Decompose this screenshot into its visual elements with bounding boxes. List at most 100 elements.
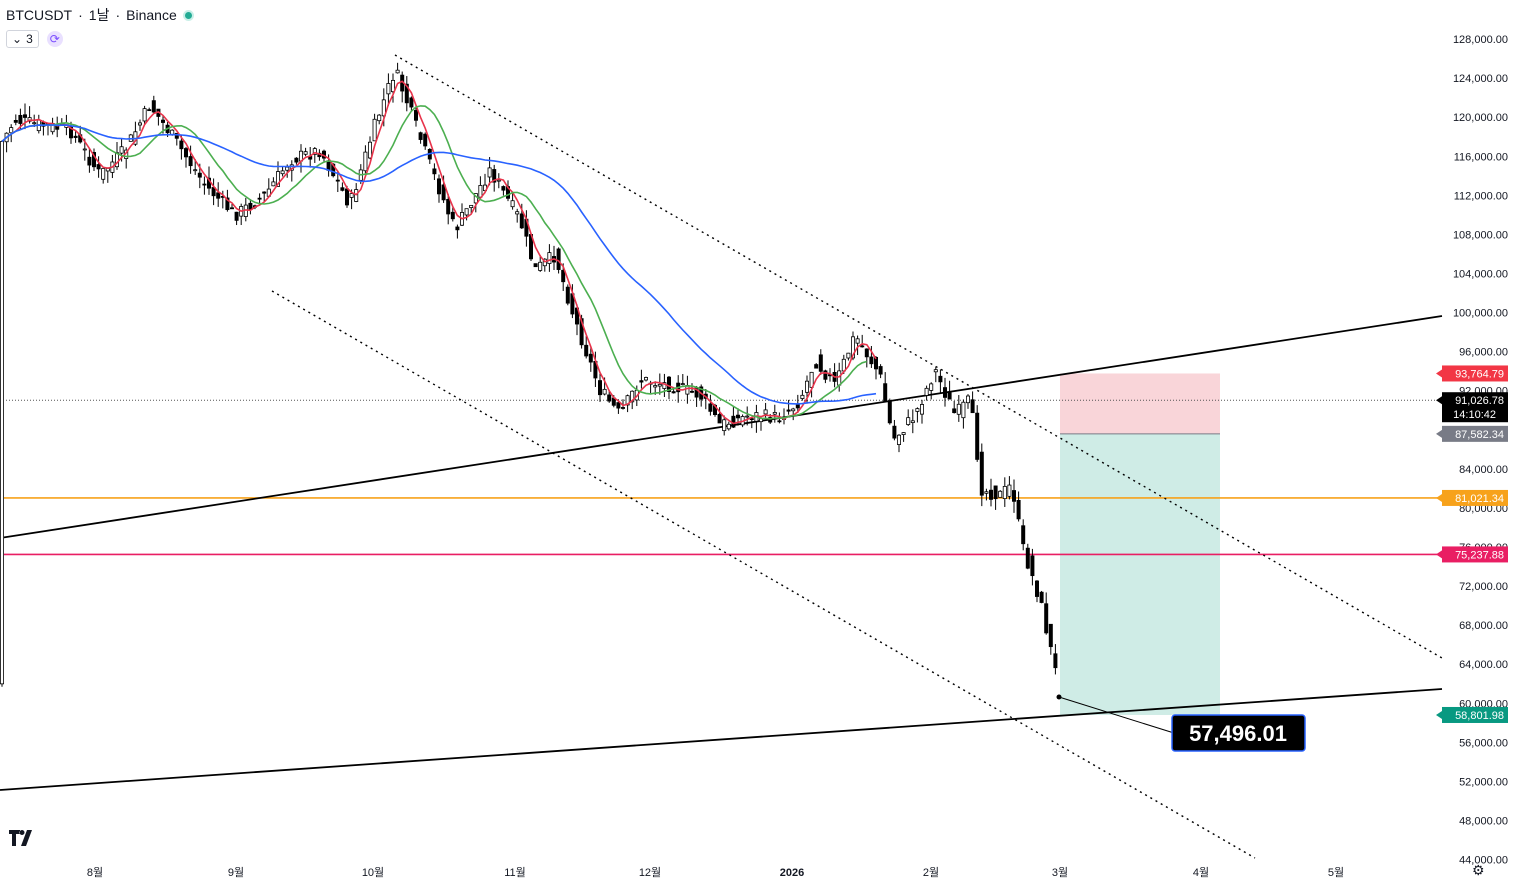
risk-zone [1060,373,1220,434]
stop-price-label: 93,764.79 [1455,368,1504,380]
price-tick-label: 72,000.00 [1459,581,1508,593]
time-tick-label: 9월 [228,866,244,879]
candle-body [860,345,865,348]
price-axis[interactable]: 128,000.00 124,000.00 120,000.00 116,000.00… [1453,34,1508,866]
price-tick-label: 100,000.00 [1453,308,1508,320]
candle-body [933,369,938,373]
candle-body [409,97,414,108]
candle-body [814,364,819,369]
candle-body [363,151,368,172]
entry-price-label: 87,582.34 [1455,429,1504,441]
candle-body [92,152,97,168]
candle-body [938,375,943,383]
candle-body [147,109,152,112]
candle-body [464,208,469,216]
ma-slow-line [1,124,877,405]
candle-body [197,172,202,178]
channel-upper-line [394,54,1443,659]
candle-body [174,132,179,139]
price-tick-label: 120,000.00 [1453,112,1508,124]
time-tick-label: 2026 [780,867,804,879]
candle-body [229,207,234,210]
ma-mid-line [1,105,868,420]
candle-body [565,286,570,304]
candle-body [262,191,267,194]
candle-body [377,114,382,122]
candles [0,62,1058,687]
time-axis[interactable]: 8월 9월 10월 11월 12월 2026 2월 3월 4월 5월 [87,866,1344,879]
time-tick-label: 4월 [1193,866,1209,879]
time-tick-label: 8월 [87,866,103,879]
interval-label[interactable]: 1날 [88,7,110,23]
candle-body [588,353,593,363]
candle-body [772,412,777,415]
candle-body [455,226,460,231]
candle-body [795,404,800,409]
candle-body [763,409,768,415]
candle-body [864,348,869,358]
candle-body [418,132,423,140]
candle-body [966,395,971,404]
candle-body [87,156,92,166]
candle-body [731,415,736,428]
candle-body [630,390,635,403]
candle-body [202,183,207,186]
header-separator: · [78,7,83,23]
candle-body [952,408,957,414]
price-tick-label: 44,000.00 [1459,855,1508,867]
candle-body [510,200,515,208]
time-tick-label: 10월 [362,866,384,879]
candle-body [598,380,603,396]
candle-body [1048,623,1053,648]
last-price-label: 91,026.78 [1455,395,1504,407]
candle-body [883,383,888,402]
candle-body [216,192,221,199]
sync-icon[interactable]: ⟳ [46,31,63,47]
candle-body [538,261,543,271]
candle-body [818,354,823,372]
tradingview-logo-icon[interactable] [9,828,39,851]
time-tick-label: 11월 [504,866,526,879]
candle-body [248,202,253,210]
candle-body [906,417,911,425]
candle-body [340,187,345,191]
candle-body [515,211,520,215]
last-price-label-pointer [1436,396,1442,405]
candle-body [1002,485,1007,500]
candle-body [837,370,842,386]
candle-body [367,141,372,159]
time-tick-label: 2월 [923,866,939,879]
stop-price-label-bg [1442,365,1508,382]
candle-body [690,390,695,393]
candle-body [943,387,948,398]
candle-body [142,108,147,122]
last-price-label-bg [1442,392,1508,423]
candle-body [335,179,340,182]
candle-body [478,185,483,198]
header-separator: · [115,7,121,23]
candle-body [662,382,667,389]
candle-body [1039,591,1044,603]
candle-body [294,157,299,163]
indicator-toggle[interactable]: ⌄ 3 [6,30,39,48]
price-tick-label: 124,000.00 [1453,73,1508,85]
symbol-name[interactable]: BTCUSDT [6,7,73,23]
candle-body [874,356,879,370]
chevron-down-icon: ⌄ [12,32,23,46]
candle-body [901,432,906,435]
candle-body [607,394,612,402]
candle-body [929,383,934,391]
candle-body [533,263,538,268]
stop-price-label-pointer [1436,369,1442,378]
annotation-box [1171,714,1306,752]
candle-body [1053,653,1058,669]
entry-price-label-pointer [1436,429,1442,438]
annotation-label: 57,496.01 [1189,721,1287,746]
candle-body [1012,490,1017,502]
price-tick-label: 56,000.00 [1459,737,1508,749]
candle-body [436,178,441,195]
candle-body [786,409,791,412]
settings-icon[interactable]: ⚙ [1472,862,1485,878]
candle-body [496,179,501,182]
